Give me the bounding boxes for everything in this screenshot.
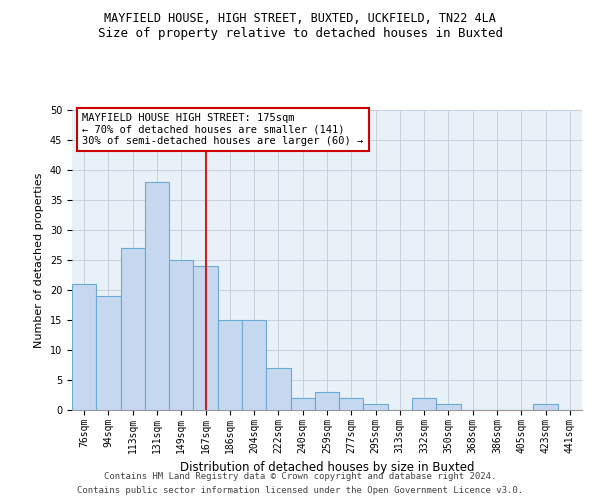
Bar [121,248,145,410]
Text: Contains public sector information licensed under the Open Government Licence v3: Contains public sector information licen… [77,486,523,495]
Bar [339,398,364,410]
Text: MAYFIELD HOUSE, HIGH STREET, BUXTED, UCKFIELD, TN22 4LA: MAYFIELD HOUSE, HIGH STREET, BUXTED, UCK… [104,12,496,26]
Bar [193,266,218,410]
Bar [218,320,242,410]
Bar [145,182,169,410]
Text: Contains HM Land Registry data © Crown copyright and database right 2024.: Contains HM Land Registry data © Crown c… [104,472,496,481]
Bar [96,296,121,410]
Bar [412,398,436,410]
Bar [72,284,96,410]
Bar [315,392,339,410]
X-axis label: Distribution of detached houses by size in Buxted: Distribution of detached houses by size … [180,461,474,474]
Text: Size of property relative to detached houses in Buxted: Size of property relative to detached ho… [97,28,503,40]
Text: MAYFIELD HOUSE HIGH STREET: 175sqm
← 70% of detached houses are smaller (141)
30: MAYFIELD HOUSE HIGH STREET: 175sqm ← 70%… [82,113,364,146]
Bar [436,404,461,410]
Bar [364,404,388,410]
Bar [290,398,315,410]
Bar [533,404,558,410]
Bar [242,320,266,410]
Y-axis label: Number of detached properties: Number of detached properties [34,172,44,348]
Bar [169,260,193,410]
Bar [266,368,290,410]
